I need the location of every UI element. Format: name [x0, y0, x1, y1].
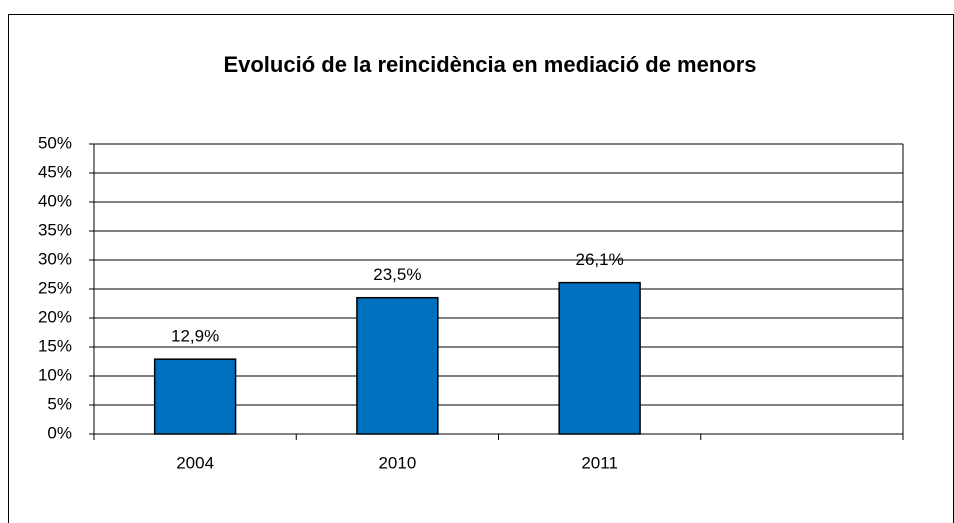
y-tick-label: 20% — [38, 307, 72, 326]
x-tick-label: 2011 — [581, 453, 618, 472]
chart-frame — [8, 14, 954, 523]
y-tick-label: 40% — [38, 191, 72, 210]
y-tick-label: 45% — [38, 162, 72, 181]
y-tick-label: 35% — [38, 220, 72, 239]
y-tick-label: 30% — [38, 249, 72, 268]
x-tick-label: 2004 — [176, 453, 214, 472]
y-tick-label: 5% — [47, 394, 72, 413]
y-tick-label: 25% — [38, 278, 72, 297]
bar — [153, 358, 237, 435]
y-tick-label: 0% — [47, 423, 72, 442]
data-label: 12,9% — [171, 327, 219, 346]
bar — [558, 281, 641, 435]
y-tick-label: 15% — [38, 336, 72, 355]
data-label: 23,5% — [373, 265, 421, 284]
y-tick-label: 50% — [38, 133, 72, 152]
y-tick-label: 10% — [38, 365, 72, 384]
x-tick-label: 2010 — [378, 453, 416, 472]
bar — [356, 296, 439, 435]
chart-title: Evolució de la reincidència en mediació … — [223, 52, 756, 77]
data-label: 26,1% — [576, 250, 624, 269]
